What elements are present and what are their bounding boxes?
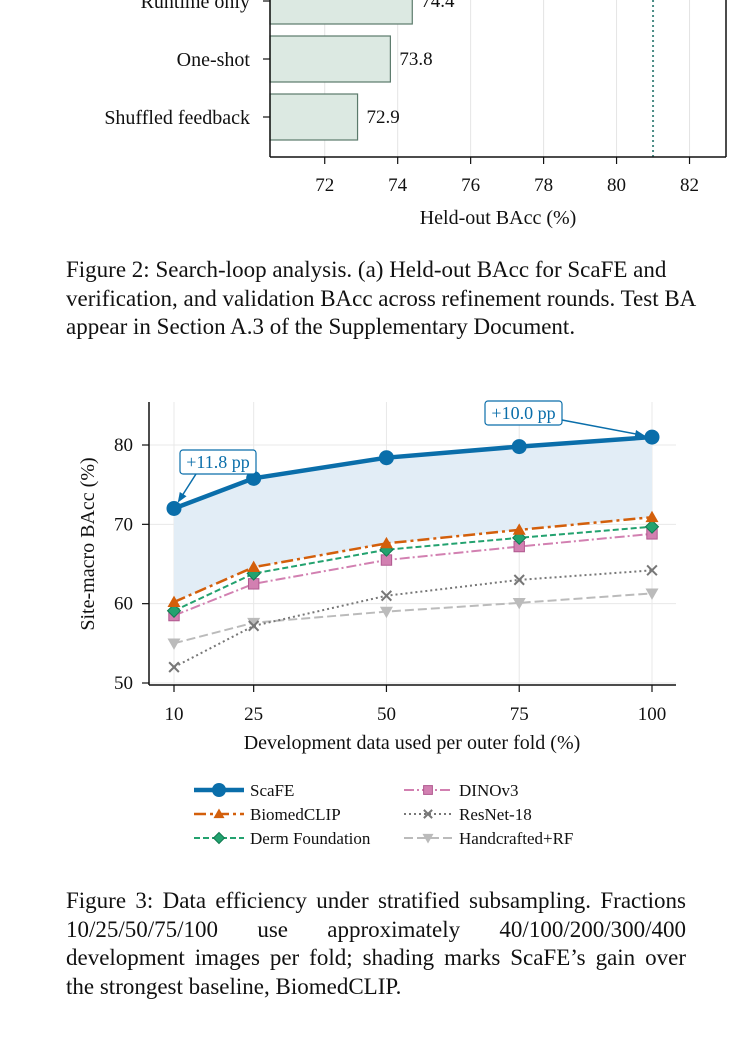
legend-item: BiomedCLIP [194, 805, 341, 824]
bar-value-label: 74.4 [421, 0, 455, 12]
y-tick-label: One-shot [177, 49, 251, 71]
data-point [167, 595, 181, 607]
data-point [168, 661, 180, 673]
data-point [644, 429, 660, 445]
legend-swatch-marker [212, 831, 226, 845]
legend-swatch-marker [423, 809, 433, 819]
annotation-arrowhead [634, 429, 646, 438]
data-point [646, 564, 658, 576]
x-axis-label: Held-out BAcc (%) [420, 207, 577, 229]
legend-label: BiomedCLIP [250, 805, 341, 824]
y-tick-label: 80 [114, 435, 133, 456]
y-axis-label: Site-macro BAcc (%) [77, 457, 99, 630]
figure3-caption: Figure 3: Data efficiency under stratifi… [66, 888, 686, 999]
series-scafe [166, 429, 660, 516]
legend-swatch-marker [212, 783, 226, 797]
series-line [173, 569, 653, 669]
series-line [173, 515, 653, 604]
legend-swatch-marker [422, 833, 434, 844]
bar-value-label: 72.9 [367, 107, 400, 128]
legend-item: DINOv3 [404, 781, 519, 800]
data-point [380, 590, 393, 602]
annotation-arrow [561, 419, 644, 437]
data-point [511, 439, 527, 455]
data-point [645, 588, 659, 600]
y-tick-label: 50 [114, 673, 133, 694]
y-tick-label: 70 [114, 514, 133, 535]
x-tick-label: 100 [638, 704, 667, 725]
annotation-arrowhead [177, 491, 187, 503]
legend-item: Handcrafted+RF [404, 829, 573, 848]
x-axis-label: Development data used per outer fold (%) [244, 732, 581, 754]
x-tick-label: 10 [165, 704, 184, 725]
legend-swatch-marker [213, 808, 225, 819]
figure2-caption: Figure 2: Search-loop analysis. (a) Held… [66, 256, 751, 342]
x-tick-label: 75 [510, 704, 529, 725]
x-tick-label: 78 [534, 175, 553, 196]
gain-annotation: +11.8 pp [177, 449, 257, 503]
x-tick-label: 82 [680, 175, 699, 196]
data-point [247, 560, 261, 573]
series-line [173, 525, 653, 612]
caption-line: Figure 2: Search-loop analysis. (a) Held… [66, 257, 667, 282]
legend-item: Derm Foundation [194, 829, 371, 848]
data-point [166, 603, 182, 619]
data-point [513, 574, 525, 586]
legend-item: ResNet-18 [404, 805, 532, 824]
annotation-box [179, 449, 257, 475]
data-point [645, 510, 659, 523]
x-tick-label: 80 [607, 175, 626, 196]
annotation-box [484, 400, 563, 426]
series-resnet-18 [168, 564, 658, 673]
data-point [379, 606, 393, 619]
bar [269, 0, 413, 25]
bar [269, 93, 359, 141]
x-tick-label: 25 [244, 704, 263, 725]
caption-line: verification, and validation BAcc across… [66, 285, 697, 311]
y-tick-label: Shuffled feedback [104, 107, 250, 129]
y-tick-label: Runtime only [141, 0, 250, 13]
legend-label: Handcrafted+RF [459, 829, 573, 848]
bar [269, 35, 391, 83]
x-tick-label: 50 [377, 704, 396, 725]
legend-label: ResNet-18 [459, 805, 532, 824]
gain-shading [174, 437, 652, 603]
data-point [248, 620, 260, 632]
figure2-bar-chart: 74.4 73.8 72.9 72 74 76 78 80 82 Runtime only One… [104, 0, 727, 229]
x-tick-label: 72 [315, 175, 334, 196]
x-tick-label: 74 [388, 175, 408, 196]
annotation-label: +11.8 pp [186, 452, 249, 472]
data-point [167, 638, 181, 650]
legend-label: ScaFE [250, 781, 294, 800]
data-point [378, 450, 394, 466]
legend-swatch-marker [423, 785, 433, 795]
data-point [379, 536, 393, 549]
legend-label: Derm Foundation [250, 829, 371, 848]
legend-item: ScaFE [194, 781, 294, 800]
caption-line: appear in Section A.3 of the Supplementa… [66, 314, 576, 339]
data-point [166, 500, 182, 516]
data-point [644, 519, 660, 534]
legend-label: DINOv3 [459, 781, 519, 800]
series-line [173, 592, 653, 645]
x-tick-label: 76 [461, 175, 480, 196]
gain-annotation: +10.0 pp [484, 400, 646, 438]
annotation-label: +10.0 pp [491, 403, 555, 423]
data-point [247, 617, 261, 630]
data-point [512, 597, 526, 610]
y-tick-label: 60 [114, 594, 133, 615]
series-biomedclip [167, 510, 659, 607]
data-point [512, 523, 526, 535]
bar-value-label: 73.8 [399, 49, 432, 70]
legend: ScaFE BiomedCLIP Derm Foundation DINOv3 ResN… [194, 781, 573, 848]
series-handcrafted-rf [167, 588, 659, 650]
